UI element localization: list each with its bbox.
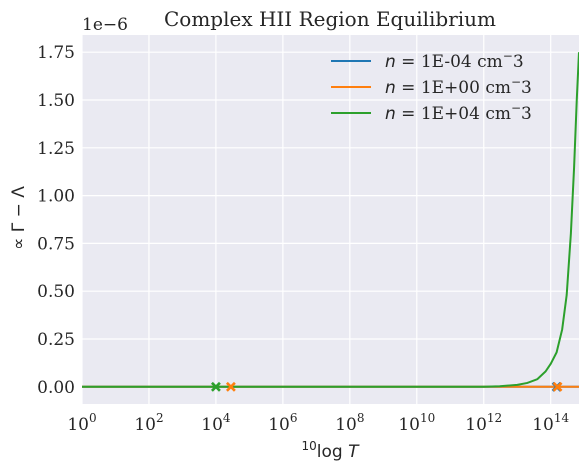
y-tick-label: 0.00: [37, 378, 75, 398]
x-tick-label: 108: [335, 411, 364, 435]
y-tick-label: 0.25: [37, 330, 75, 350]
x-tick-label: 106: [268, 411, 297, 435]
grid: [81, 35, 579, 404]
legend: n = 1E-04 cm−3 n = 1E+00 cm−3 n = 1E+04 cm…: [331, 49, 532, 124]
equilibrium-marker: [225, 381, 236, 392]
legend-label: n = 1E+00 cm−3: [385, 75, 532, 98]
x-tick-label: 102: [134, 411, 163, 435]
y-offset-text: 1e−6: [82, 15, 128, 35]
plot-area: [82, 35, 579, 404]
series-line: [82, 52, 579, 388]
x-axis-label-var: T: [348, 442, 360, 462]
y-axis-label: ∝ Γ − Λ: [9, 186, 29, 250]
x-tick-label: 1010: [398, 411, 435, 435]
y-tick-label: 1.50: [37, 91, 75, 111]
x-tick-label: 1012: [465, 411, 502, 435]
equilibrium-marker: [210, 381, 221, 392]
x-axis-label-main: log T: [317, 442, 360, 462]
series-lines: [82, 52, 579, 388]
legend-item: n = 1E-04 cm−3: [331, 49, 524, 72]
y-tick-label: 1.75: [37, 43, 75, 63]
y-tick-labels: 0.00 0.25 0.50 0.75 1.00 1.25 1.50 1.75: [37, 43, 75, 398]
legend-item: n = 1E+00 cm−3: [331, 75, 532, 98]
chart-title: Complex HII Region Equilibrium: [164, 7, 496, 31]
y-tick-label: 0.75: [37, 234, 75, 254]
x-tick-labels: 100 102 104 106 108 1010 1012 1014: [67, 411, 569, 435]
equilibrium-marker: [552, 381, 563, 392]
equilibrium-markers: [210, 381, 563, 392]
x-tick-label: 104: [201, 411, 231, 435]
x-tick-label: 1014: [532, 411, 569, 435]
y-tick-label: 1.00: [37, 187, 75, 207]
y-tick-label: 0.50: [37, 282, 75, 302]
x-axis-label-prefix: 10: [302, 439, 317, 453]
x-axis-label: 10log T: [302, 439, 361, 462]
legend-label: n = 1E+04 cm−3: [385, 101, 532, 124]
legend-label: n = 1E-04 cm−3: [385, 49, 524, 72]
x-tick-label: 100: [67, 411, 96, 435]
legend-item: n = 1E+04 cm−3: [331, 101, 532, 124]
y-tick-label: 1.25: [37, 139, 75, 159]
x-axis-label-log: log: [317, 442, 348, 462]
